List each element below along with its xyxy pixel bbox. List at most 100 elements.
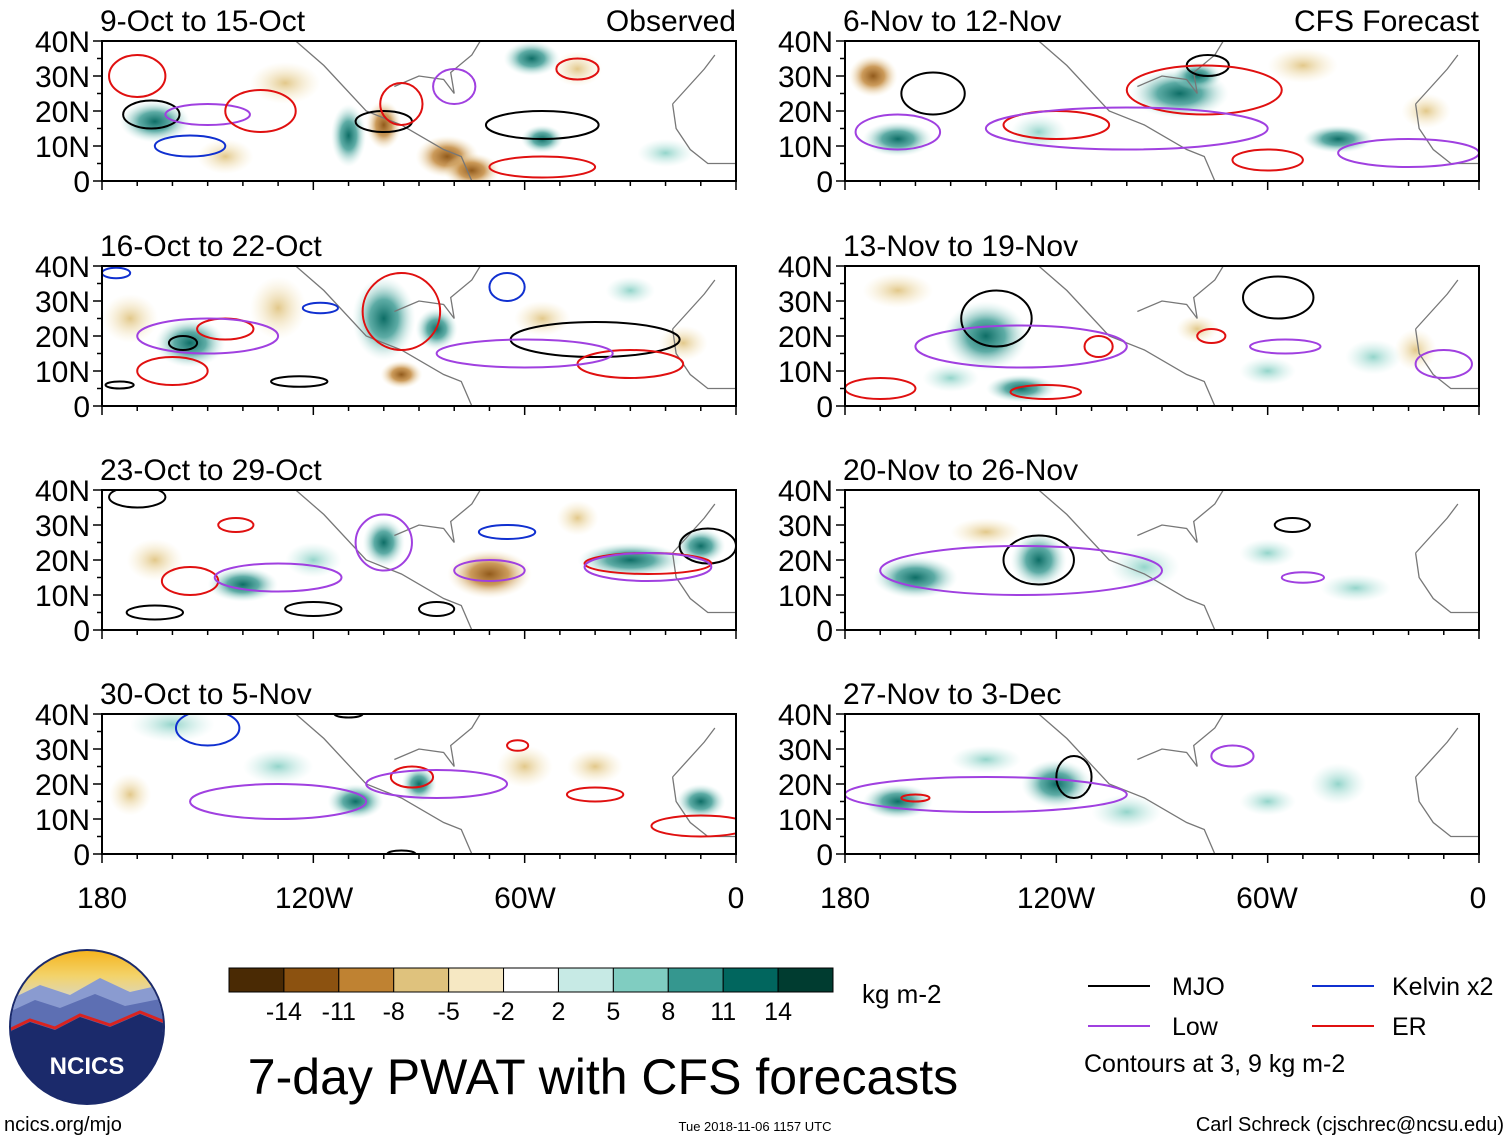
- lon-tick-label: 180: [77, 882, 127, 915]
- pwat-anomaly: [950, 518, 1022, 546]
- panel-title: 13-Nov to 19-Nov: [843, 230, 1078, 263]
- pwat-anomaly: [862, 121, 934, 157]
- lat-tick-label: 20N: [35, 321, 90, 354]
- pwat-anomaly: [556, 500, 599, 536]
- wave-contour: [960, 289, 1033, 348]
- pwat-anomaly: [1010, 114, 1067, 150]
- wave-contour: [1125, 64, 1283, 116]
- legend-label: Kelvin x2: [1392, 973, 1493, 1001]
- lat-tick-label: 30N: [778, 286, 833, 319]
- legend: MJO Kelvin x2 Low ER Contours at 3, 9 kg…: [1084, 973, 1493, 1078]
- pwat-anomaly: [848, 55, 898, 97]
- colorbar-tick-label: -11: [322, 998, 356, 1026]
- coastline: [394, 490, 482, 543]
- colorbar-swatch: [393, 967, 450, 993]
- wave-contour: [108, 54, 167, 98]
- wave-contour: [361, 272, 442, 351]
- lat-tick-label: 10N: [778, 356, 833, 389]
- wave-contour: [488, 155, 597, 179]
- pwat-anomaly: [327, 784, 384, 819]
- pwat-anomaly: [242, 749, 314, 784]
- colorbar-swatch: [667, 967, 724, 993]
- colorbar: -14 -11 -8 -5 -2 2 5 8 11 14: [228, 967, 834, 1026]
- pwat-anomaly: [119, 100, 191, 143]
- wave-contour: [1273, 517, 1311, 533]
- lat-tick-label: 30N: [35, 734, 90, 767]
- lon-tick-label: 120W: [275, 882, 354, 915]
- pwat-anomaly: [1239, 357, 1296, 385]
- coastline: [1038, 266, 1216, 406]
- pwat-anomaly: [197, 139, 254, 174]
- pwat-anomaly: [1172, 62, 1222, 90]
- pwat-anomaly: [943, 301, 1029, 371]
- pwat-anomaly: [873, 556, 958, 599]
- colorbar-swatch: [503, 967, 559, 993]
- wave-contour: [217, 517, 255, 533]
- wave-contour: [379, 82, 424, 126]
- coastline: [394, 41, 482, 94]
- lat-tick-label: 30N: [778, 61, 833, 94]
- coastline: [1038, 714, 1216, 854]
- wave-contour: [122, 99, 181, 130]
- wave-contour: [160, 566, 220, 596]
- pwat-anomaly: [249, 62, 321, 104]
- lat-tick-label: 20N: [35, 545, 90, 578]
- footer-url: ncics.org/mjo: [4, 1114, 122, 1136]
- wave-contour: [565, 786, 625, 803]
- lat-tick-label: 30N: [778, 510, 833, 543]
- legend-label: ER: [1392, 1013, 1427, 1041]
- wave-contour: [1414, 349, 1473, 379]
- legend-label: Low: [1172, 1013, 1219, 1041]
- lat-tick-label: 0: [816, 391, 833, 424]
- pwat-anomaly: [605, 276, 655, 305]
- pwat-anomaly: [447, 549, 532, 599]
- lat-tick-label: 20N: [778, 96, 833, 129]
- panel-title: 20-Nov to 26-Nov: [843, 454, 1078, 487]
- wave-contour: [432, 68, 477, 105]
- wave-contour: [389, 765, 435, 789]
- wave-contour: [284, 601, 343, 617]
- panel-title: 27-Nov to 3-Dec: [843, 678, 1061, 711]
- colorbar-tick-label: -14: [266, 998, 302, 1026]
- wave-contour: [418, 601, 456, 617]
- lat-tick-label: 30N: [35, 286, 90, 319]
- wave-contour: [1002, 534, 1075, 586]
- colorbar-tick-label: 11: [710, 998, 736, 1026]
- lat-tick-label: 40N: [778, 475, 833, 508]
- panel-background: [845, 714, 1479, 854]
- colorbar-swatch: [777, 967, 834, 993]
- wave-contour: [213, 562, 343, 593]
- wave-contour: [484, 110, 600, 140]
- panel-title: 16-Oct to 22-Oct: [100, 230, 322, 263]
- wave-contour: [477, 524, 537, 540]
- wave-contour: [555, 57, 600, 81]
- wave-contour: [333, 714, 364, 719]
- footer-timestamp: Tue 2018-11-06 1157 UTC: [679, 1119, 832, 1134]
- pwat-anomaly: [1345, 339, 1402, 375]
- pwat-anomaly: [862, 273, 934, 308]
- wave-contour: [224, 89, 297, 133]
- colorbar-tick-label: 8: [661, 998, 675, 1026]
- pwat-anomaly: [1309, 763, 1367, 805]
- lat-tick-label: 40N: [35, 26, 90, 59]
- panel-tag: CFS Forecast: [1294, 5, 1480, 38]
- lat-tick-label: 30N: [778, 734, 833, 767]
- lat-tick-label: 40N: [778, 26, 833, 59]
- pwat-anomaly: [985, 374, 1057, 403]
- lat-tick-label: 0: [73, 391, 90, 424]
- lat-tick-label: 40N: [35, 699, 90, 732]
- pwat-anomaly: [102, 294, 159, 343]
- footer-credit: Carl Schreck (cjschrec@ncsu.edu): [1196, 1114, 1504, 1136]
- lat-tick-label: 40N: [35, 251, 90, 284]
- wave-contour: [270, 375, 329, 388]
- pwat-anomaly: [1176, 315, 1219, 343]
- pwat-anomaly: [503, 41, 560, 76]
- pwat-anomaly: [552, 51, 603, 87]
- wave-contour: [488, 272, 526, 302]
- lat-tick-label: 20N: [778, 769, 833, 802]
- pwat-anomaly: [676, 784, 726, 819]
- panel-title: 23-Oct to 29-Oct: [100, 454, 322, 487]
- coastline: [671, 54, 736, 165]
